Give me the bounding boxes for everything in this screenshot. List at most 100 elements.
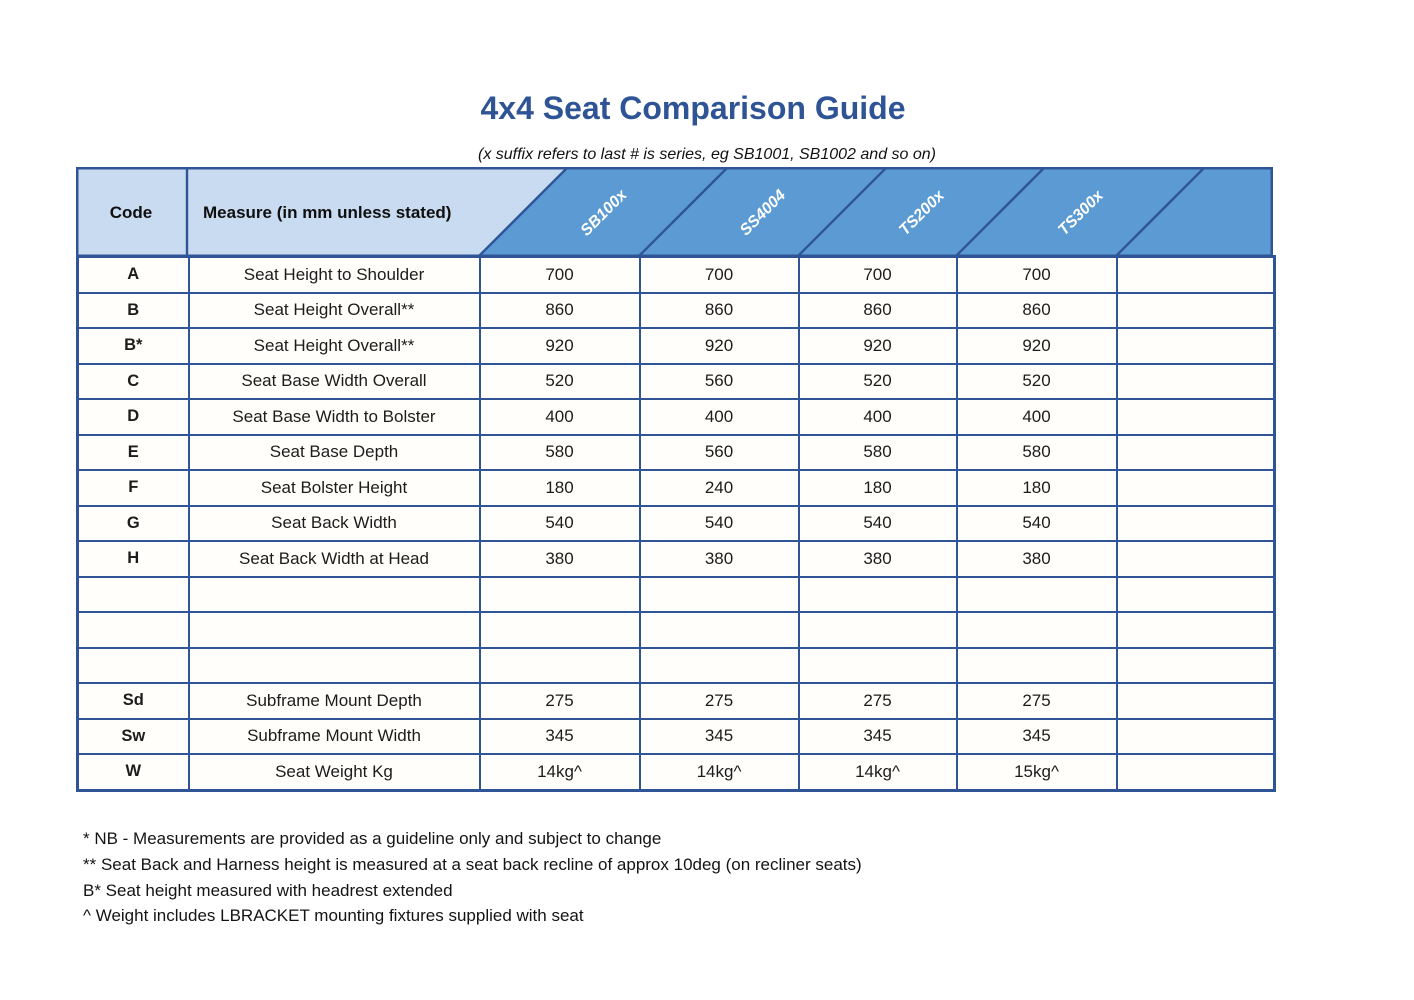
row-value-cell: 275 [955, 682, 1118, 720]
footnote-line: B* Seat height measured with headrest ex… [83, 880, 453, 900]
page-title: 4x4 Seat Comparison Guide [480, 90, 906, 126]
row-measure-cell: Seat Back Width [187, 504, 481, 542]
comparison-table: Code Measure (in mm unless stated) SB100… [76, 167, 1276, 792]
table-row: W Seat Weight Kg 14kg^ 14kg^ 14kg^ 15kg^ [76, 753, 1276, 791]
row-code-cell: W [76, 753, 190, 791]
row-value-cell [1115, 540, 1276, 578]
row-value-cell: 920 [955, 327, 1118, 365]
row-value-cell [1115, 362, 1276, 400]
footnote-line: * NB - Measurements are provided as a gu… [83, 829, 662, 848]
row-code-cell: E [76, 433, 190, 471]
row-value-cell: 920 [797, 327, 958, 365]
row-measure-cell: Seat Height Overall** [187, 291, 481, 329]
row-value-cell [478, 611, 641, 649]
row-code-cell [76, 611, 190, 649]
row-value-cell: 380 [638, 540, 800, 578]
row-value-cell: 345 [955, 717, 1118, 755]
row-value-cell [1115, 753, 1276, 791]
row-value-cell: 860 [797, 291, 958, 329]
row-measure-cell: Seat Height Overall** [187, 327, 481, 365]
row-value-cell [638, 575, 800, 613]
row-value-cell: 920 [638, 327, 800, 365]
row-value-cell [955, 646, 1118, 684]
row-value-cell [1115, 682, 1276, 720]
row-value-cell [1115, 575, 1276, 613]
row-value-cell: 860 [478, 291, 641, 329]
row-value-cell: 520 [797, 362, 958, 400]
row-value-cell: 520 [478, 362, 641, 400]
row-value-cell: 14kg^ [638, 753, 800, 791]
row-code-cell: B [76, 291, 190, 329]
row-code-cell [76, 575, 190, 613]
table-row [76, 646, 1276, 684]
row-value-cell [797, 575, 958, 613]
table-row: Sw Subframe Mount Width 345 345 345 345 [76, 717, 1276, 755]
row-value-cell: 580 [797, 433, 958, 471]
header-outer-border [76, 167, 1273, 257]
table-row [76, 611, 1276, 649]
footnotes: * NB - Measurements are provided as a gu… [83, 826, 862, 929]
header-diagonal-divider [477, 167, 569, 257]
row-value-cell: 180 [797, 469, 958, 507]
row-value-cell: 180 [955, 469, 1118, 507]
row-value-cell [1115, 398, 1276, 436]
row-measure-cell: Subframe Mount Depth [187, 682, 481, 720]
row-code-cell: D [76, 398, 190, 436]
row-value-cell: 560 [638, 433, 800, 471]
header-light-region [76, 167, 568, 257]
row-value-cell: 700 [638, 255, 800, 294]
row-value-cell: 540 [478, 504, 641, 542]
row-measure-cell: Seat Weight Kg [187, 753, 481, 791]
row-value-cell: 860 [638, 291, 800, 329]
table-row: D Seat Base Width to Bolster 400 400 400 400 [76, 398, 1276, 436]
row-value-cell: 380 [955, 540, 1118, 578]
row-value-cell: 14kg^ [797, 753, 958, 791]
header-diagonal-divider [637, 167, 729, 257]
table-row: A Seat Height to Shoulder 700 700 700 700 [76, 255, 1276, 294]
row-measure-cell: Subframe Mount Width [187, 717, 481, 755]
table-row: Sd Subframe Mount Depth 275 275 275 275 [76, 682, 1276, 720]
row-value-cell [1115, 646, 1276, 684]
table-row: H Seat Back Width at Head 380 380 380 380 [76, 540, 1276, 578]
header-diagonal-divider [1114, 167, 1206, 257]
row-value-cell: 380 [797, 540, 958, 578]
row-value-cell: 540 [797, 504, 958, 542]
row-code-cell: B* [76, 327, 190, 365]
table-row: E Seat Base Depth 580 560 580 580 [76, 433, 1276, 471]
row-measure-cell: Seat Base Width to Bolster [187, 398, 481, 436]
table-row [76, 575, 1276, 613]
row-value-cell: 580 [955, 433, 1118, 471]
row-value-cell: 14kg^ [478, 753, 641, 791]
table-header: Code Measure (in mm unless stated) SB100… [76, 167, 1273, 257]
row-value-cell [1115, 255, 1276, 294]
table-row: G Seat Back Width 540 540 540 540 [76, 504, 1276, 542]
table-row: C Seat Base Width Overall 520 560 520 520 [76, 362, 1276, 400]
row-value-cell [1115, 433, 1276, 471]
row-value-cell: 860 [955, 291, 1118, 329]
row-measure-cell: Seat Base Depth [187, 433, 481, 471]
row-value-cell: 275 [797, 682, 958, 720]
row-code-cell: Sd [76, 682, 190, 720]
row-value-cell: 240 [638, 469, 800, 507]
row-value-cell [638, 646, 800, 684]
row-measure-cell [187, 575, 481, 613]
row-value-cell: 275 [638, 682, 800, 720]
row-code-cell: A [76, 255, 190, 294]
row-value-cell: 400 [797, 398, 958, 436]
row-value-cell: 180 [478, 469, 641, 507]
row-measure-cell: Seat Bolster Height [187, 469, 481, 507]
row-value-cell: 560 [638, 362, 800, 400]
measure-column-header: Measure (in mm unless stated) [203, 203, 451, 222]
table-row: F Seat Bolster Height 180 240 180 180 [76, 469, 1276, 507]
row-value-cell [1115, 611, 1276, 649]
row-value-cell: 540 [955, 504, 1118, 542]
row-code-cell: F [76, 469, 190, 507]
footnote-line: ^ Weight includes LBRACKET mounting fixt… [83, 906, 584, 926]
row-value-cell: 345 [478, 717, 641, 755]
row-value-cell: 520 [955, 362, 1118, 400]
code-column-header: Code [110, 203, 153, 222]
row-value-cell: 700 [797, 255, 958, 294]
row-value-cell: 700 [478, 255, 641, 294]
header-blue-region [478, 167, 1273, 257]
